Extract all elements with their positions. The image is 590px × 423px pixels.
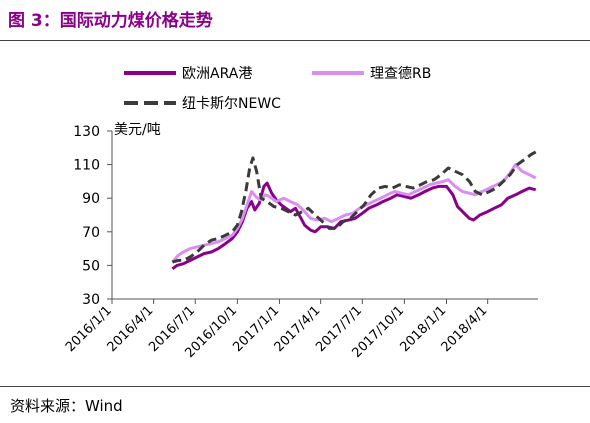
y-axis: 30 50 70 90 110 130 (73, 124, 113, 308)
legend-label-2: 纽卡斯尔NEWC (182, 96, 281, 112)
x-axis: 2016/1/12016/4/12016/7/12016/10/12017/1/… (63, 298, 538, 361)
title-underline (0, 40, 590, 41)
y-tick-label: 50 (82, 258, 100, 274)
series-lines (171, 149, 538, 271)
y-tick-label: 110 (73, 158, 100, 174)
y-axis-label: 美元/吨 (114, 122, 161, 138)
y-tick-label: 30 (82, 292, 100, 308)
legend-label-0: 欧洲ARA港 (182, 66, 252, 82)
series-line-2 (172, 149, 538, 264)
source-divider (0, 386, 590, 387)
chart-legend: 欧洲ARA港 理查德RB 纽卡斯尔NEWC (124, 66, 431, 112)
legend-label-1: 理查德RB (370, 66, 431, 82)
series-line-1 (171, 163, 537, 263)
y-tick-label: 130 (73, 124, 100, 140)
y-tick-label: 90 (82, 191, 100, 207)
y-tick-label: 70 (82, 225, 100, 241)
source-note: 资料来源：Wind (10, 397, 123, 415)
figure-title: 图 3：国际动力煤价格走势 (8, 11, 213, 31)
